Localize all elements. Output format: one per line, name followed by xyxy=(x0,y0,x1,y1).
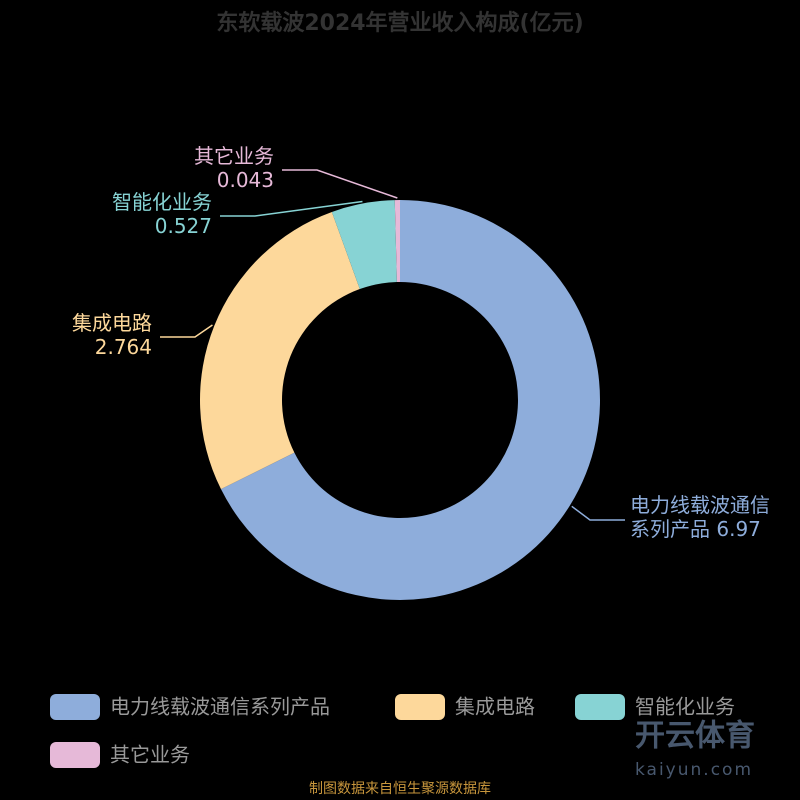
label-value: 6.97 xyxy=(716,517,761,541)
label-value: 0.527 xyxy=(154,214,212,238)
label-line xyxy=(571,505,625,521)
legend-label: 电力线载波通信系列产品 xyxy=(110,695,330,719)
source-note: 制图数据来自恒生聚源数据库 xyxy=(309,781,491,797)
legend-swatch xyxy=(50,742,100,768)
label-line xyxy=(160,324,213,338)
legend-label: 其它业务 xyxy=(110,743,190,767)
legend-label: 集成电路 xyxy=(455,695,535,719)
legend-label: 智能化业务 xyxy=(635,695,735,719)
label-name: 其它业务 xyxy=(194,144,274,168)
donut-slice xyxy=(394,200,400,283)
slice-label: 集成电路 2.764 xyxy=(72,311,152,359)
label-name: 电力线载波通信系列产品 xyxy=(630,493,770,541)
donut-slice xyxy=(331,200,397,290)
watermark-site: kaiyun.com xyxy=(635,760,753,780)
legend-swatch xyxy=(395,694,445,720)
legend-swatch xyxy=(575,694,625,720)
slice-label: 其它业务 0.043 xyxy=(194,144,274,192)
label-name: 智能化业务 xyxy=(112,190,212,214)
slice-label: 智能化业务 0.527 xyxy=(112,190,212,238)
chart-title: 东软载波2024年营业收入构成(亿元) xyxy=(216,10,583,36)
label-value: 2.764 xyxy=(94,335,152,359)
watermark-brand: 开云体育 xyxy=(635,719,755,754)
slice-label: 电力线载波通信系列产品 6.97 xyxy=(630,493,780,541)
label-value: 0.043 xyxy=(216,168,274,192)
donut-slice xyxy=(200,211,360,490)
label-line xyxy=(220,200,363,217)
label-name: 集成电路 xyxy=(72,311,152,335)
donut-slice xyxy=(220,200,600,600)
label-line xyxy=(282,169,398,199)
legend-swatch xyxy=(50,694,100,720)
